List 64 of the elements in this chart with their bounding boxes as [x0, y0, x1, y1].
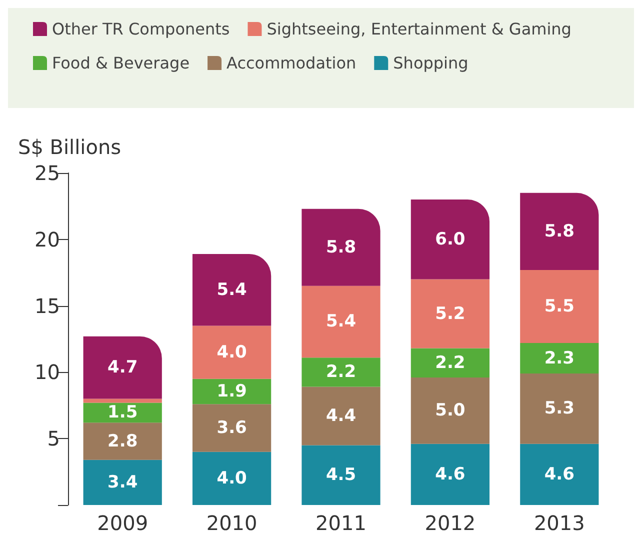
data-label: 1.5 — [108, 402, 138, 423]
x-tick-label: 2013 — [534, 511, 585, 535]
bar — [410, 444, 490, 505]
data-label: 5.5 — [544, 296, 574, 316]
bar — [410, 348, 490, 378]
bar — [83, 460, 162, 505]
bar — [83, 402, 162, 423]
legend-label: Shopping — [393, 54, 468, 72]
data-label: 4.5 — [326, 465, 356, 486]
x-tick-label: 2009 — [97, 511, 148, 535]
bar — [410, 279, 490, 348]
bar — [520, 342, 599, 374]
bar — [192, 452, 272, 505]
y-tick-label: 10 — [34, 360, 60, 384]
legend-label: Food & Beverage — [52, 54, 190, 72]
data-label: 5.3 — [544, 398, 574, 419]
bar — [520, 270, 599, 343]
legend-label: Other TR Components — [52, 20, 230, 38]
data-label: 4.0 — [216, 468, 248, 488]
bar — [410, 200, 490, 280]
y-tick-label: 20 — [34, 227, 60, 252]
data-label: 5.2 — [435, 304, 466, 324]
x-tick-label: 2011 — [316, 511, 366, 535]
data-label: 2.3 — [544, 348, 574, 368]
bar — [302, 358, 380, 387]
data-label: 5.8 — [326, 237, 356, 258]
bar — [192, 326, 272, 379]
data-label: 2.8 — [108, 431, 138, 452]
data-label: 3.6 — [216, 418, 247, 438]
bar — [302, 208, 380, 286]
x-tick-label: 2012 — [424, 511, 476, 535]
bar — [410, 378, 490, 444]
data-label: 5.8 — [544, 221, 574, 242]
legend-label: Accommodation — [226, 54, 356, 72]
data-label: 4.6 — [435, 464, 466, 484]
y-tick-label: 15 — [34, 294, 60, 318]
data-label: 4.6 — [544, 464, 574, 484]
data-label: 2.2 — [326, 362, 356, 382]
bar — [520, 374, 599, 444]
data-label: 2.2 — [435, 352, 466, 373]
data-label: 5.4 — [216, 280, 248, 300]
data-label: 4.0 — [216, 342, 248, 362]
data-label: 1.9 — [216, 381, 247, 402]
bar — [302, 286, 380, 358]
bar — [192, 404, 272, 452]
data-label: 5.4 — [326, 312, 356, 332]
data-label: 5.0 — [435, 400, 466, 421]
bar — [192, 254, 272, 326]
y-tick-label: 5 — [47, 426, 60, 451]
legend-label: Sightseeing, Entertainment & Gaming — [266, 20, 572, 38]
bar — [83, 422, 162, 460]
bar — [302, 386, 380, 446]
bar — [302, 445, 380, 505]
y-tick-label: 25 — [34, 161, 60, 185]
bar — [192, 378, 272, 404]
bar — [520, 192, 599, 270]
bar — [83, 336, 162, 399]
x-tick-label: 2010 — [206, 511, 258, 535]
data-label: 4.4 — [326, 406, 356, 426]
data-label: 6.0 — [435, 229, 466, 250]
data-label: 3.4 — [108, 472, 138, 492]
bar — [520, 444, 599, 505]
data-label: 4.7 — [108, 358, 138, 378]
y-axis-title: S$ Billions — [18, 135, 122, 159]
